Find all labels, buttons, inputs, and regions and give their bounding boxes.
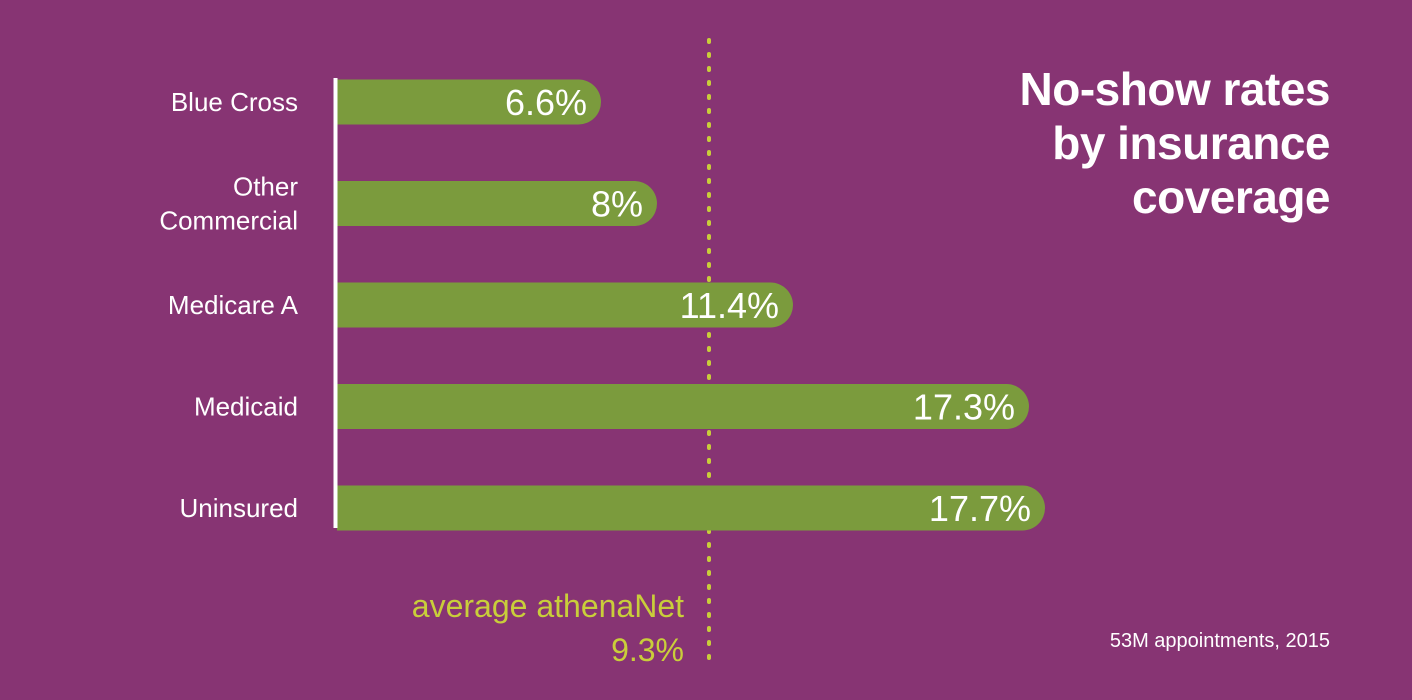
average-label-line-1: average athenaNet: [411, 588, 684, 624]
bar-4: [337, 485, 1045, 531]
bar-3: [337, 384, 1029, 429]
bar-0: [337, 79, 601, 125]
value-label-1: 8%: [591, 184, 643, 225]
category-label-3-0: Medicaid: [194, 392, 298, 422]
value-label-4: 17.7%: [929, 488, 1031, 529]
chart-title-line-2: by insurance: [1052, 117, 1330, 169]
chart-title: No-show rates by insurance coverage: [910, 62, 1331, 224]
value-label-2: 11.4%: [680, 285, 779, 326]
value-label-3: 17.3%: [913, 387, 1015, 428]
footnote: 53M appointments, 2015: [1109, 630, 1330, 652]
category-label-1-0: Other: [233, 172, 298, 202]
value-label-0: 6.6%: [505, 82, 587, 123]
chart-title-line-3: coverage: [1131, 171, 1331, 223]
average-label: average athenaNet 9.3%: [412, 584, 684, 672]
category-label-0-0: Blue Cross: [171, 87, 298, 117]
category-label-2-0: Medicare A: [168, 290, 299, 320]
chart-title-line-1: No-show rates: [1019, 63, 1331, 115]
category-label-1-1: Commercial: [159, 206, 298, 236]
bar-1: [337, 181, 657, 226]
category-label-4-0: Uninsured: [179, 493, 298, 523]
bar-2: [337, 282, 793, 328]
average-label-line-2: 9.3%: [611, 632, 684, 668]
